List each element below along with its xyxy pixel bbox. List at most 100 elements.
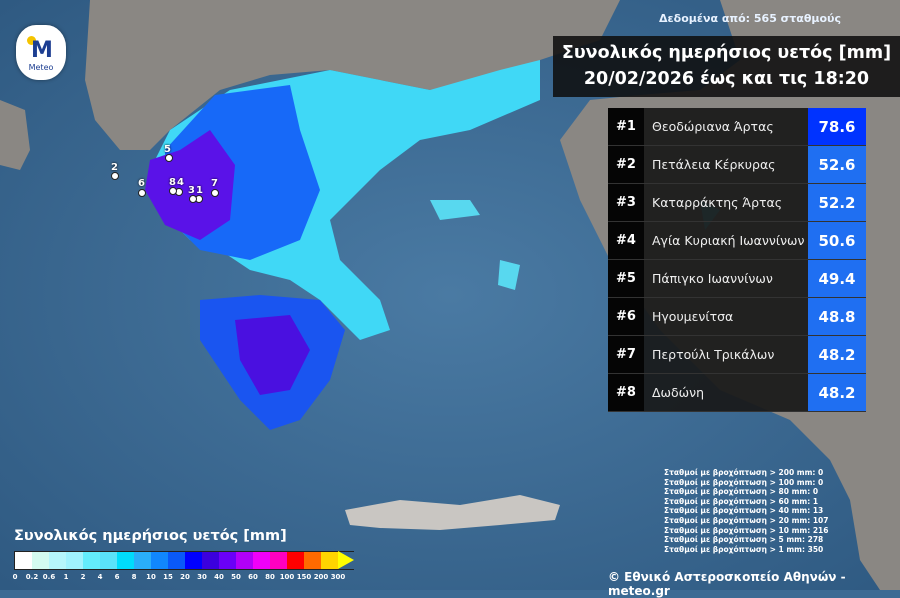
legend-tick: 150 [296, 573, 312, 581]
stat-line: Σταθμοί με βροχόπτωση > 60 mm: 1 [664, 496, 819, 506]
title-line-2: 20/02/2026 έως και τις 18:20 [583, 69, 870, 89]
legend-tick: 0.6 [42, 573, 56, 581]
station-stats: Σταθμοί με βροχόπτωση > 200 mm: 0 Σταθμοί… [664, 468, 828, 554]
station-number: 6 [138, 178, 145, 189]
legend-tick: 6 [114, 573, 120, 581]
rank-label: #2 [608, 146, 644, 183]
legend-tick: 0 [12, 573, 18, 581]
stat-line: Σταθμοί με βροχόπτωση > 100 mm: 0 [664, 477, 824, 487]
station-number: 4 [177, 177, 184, 188]
station-marker [138, 189, 146, 197]
legend-swatch [253, 552, 270, 569]
legend-tick: 30 [197, 573, 207, 581]
legend-swatch [168, 552, 185, 569]
meteo-logo: M Meteo [16, 25, 66, 80]
legend-swatch [15, 552, 32, 569]
ranking-row: #3 Καταρράκτης Άρτας 52.2 [608, 184, 866, 222]
station-name: Αγία Κυριακή Ιωαννίνων [644, 222, 808, 259]
legend-swatch [83, 552, 100, 569]
ranking-table: #1 Θεοδώριανα Άρτας 78.6 #2 Πετάλεια Κέρκυρα… [608, 108, 866, 412]
land-islands [430, 200, 720, 290]
legend-tick: 0.2 [25, 573, 39, 581]
ranking-row: #7 Περτούλι Τρικάλων 48.2 [608, 336, 866, 374]
station-name: Περτούλι Τρικάλων [644, 336, 808, 373]
legend-tick: 80 [265, 573, 275, 581]
legend-swatch [304, 552, 321, 569]
stat-line: Σταθμοί με βροχόπτωση > 80 mm: 0 [664, 487, 819, 497]
title-line-1: Συνολικός ημερήσιος υετός [mm] [561, 43, 892, 63]
legend-swatch [32, 552, 49, 569]
station-marker [165, 154, 173, 162]
legend-tick: 300 [330, 573, 346, 581]
stat-line: Σταθμοί με βροχόπτωση > 5 mm: 278 [664, 535, 824, 545]
legend-tick: 60 [248, 573, 258, 581]
station-name: Θεοδώριανα Άρτας [644, 108, 808, 145]
rank-label: #3 [608, 184, 644, 221]
legend-tick: 10 [146, 573, 156, 581]
station-name: Πάπιγκο Ιωαννίνων [644, 260, 808, 297]
legend-overflow-arrow [338, 551, 354, 569]
rank-label: #1 [608, 108, 644, 145]
logo-m-mark: M [31, 38, 53, 63]
stat-line: Σταθμοί με βροχόπτωση > 10 mm: 216 [664, 525, 829, 535]
legend-tick: 50 [231, 573, 241, 581]
legend-swatch [287, 552, 304, 569]
station-number: 1 [196, 185, 203, 196]
rank-label: #7 [608, 336, 644, 373]
legend-tick: 100 [279, 573, 295, 581]
ranking-row: #2 Πετάλεια Κέρκυρας 52.6 [608, 146, 866, 184]
legend-swatch [134, 552, 151, 569]
legend-tick: 40 [214, 573, 224, 581]
rain-value: 52.2 [808, 184, 866, 221]
ranking-row: #6 Ηγουμενίτσα 48.8 [608, 298, 866, 336]
legend-swatch [117, 552, 134, 569]
sun-icon [27, 36, 36, 45]
legend-tick: 1 [63, 573, 69, 581]
legend-swatch [49, 552, 66, 569]
rain-value: 78.6 [808, 108, 866, 145]
station-marker [211, 189, 219, 197]
land-crete [345, 495, 560, 530]
station-number: 2 [111, 162, 118, 173]
legend-swatch [151, 552, 168, 569]
stat-line: Σταθμοί με βροχόπτωση > 40 mm: 13 [664, 506, 824, 516]
legend-tick: 8 [131, 573, 137, 581]
legend-tick: 200 [313, 573, 329, 581]
stat-line: Σταθμοί με βροχόπτωση > 20 mm: 107 [664, 515, 829, 525]
legend-swatch [185, 552, 202, 569]
rank-label: #4 [608, 222, 644, 259]
station-marker [169, 187, 177, 195]
legend-swatch [321, 552, 338, 569]
station-name: Καταρράκτης Άρτας [644, 184, 808, 221]
legend-colorbar [14, 551, 354, 570]
legend-swatch [219, 552, 236, 569]
ranking-row: #1 Θεοδώριανα Άρτας 78.6 [608, 108, 866, 146]
station-number: 7 [211, 178, 218, 189]
data-source-label: Δεδομένα από: 565 σταθμούς [659, 12, 841, 25]
rank-label: #5 [608, 260, 644, 297]
rank-label: #6 [608, 298, 644, 335]
legend-title: Συνολικός ημερήσιος υετός [mm] [14, 528, 287, 544]
rain-value: 49.4 [808, 260, 866, 297]
station-number: 8 [169, 177, 176, 188]
station-marker [189, 195, 197, 203]
station-number: 3 [188, 185, 195, 196]
legend-tick: 15 [163, 573, 173, 581]
rain-value: 48.8 [808, 298, 866, 335]
stat-line: Σταθμοί με βροχόπτωση > 200 mm: 0 [664, 468, 824, 477]
rain-value: 50.6 [808, 222, 866, 259]
ranking-row: #4 Αγία Κυριακή Ιωαννίνων 50.6 [608, 222, 866, 260]
legend-swatch [100, 552, 117, 569]
legend-swatch [236, 552, 253, 569]
station-name: Δωδώνη [644, 374, 808, 411]
stat-line: Σταθμοί με βροχόπτωση > 1 mm: 350 [664, 544, 824, 554]
rain-value: 48.2 [808, 374, 866, 411]
station-name: Πετάλεια Κέρκυρας [644, 146, 808, 183]
station-name: Ηγουμενίτσα [644, 298, 808, 335]
legend-tick: 4 [97, 573, 103, 581]
station-marker [111, 172, 119, 180]
ranking-row: #8 Δωδώνη 48.2 [608, 374, 866, 412]
ranking-row: #5 Πάπιγκο Ιωαννίνων 49.4 [608, 260, 866, 298]
copyright: © Εθνικό Αστεροσκοπείο Αθηνών - meteo.gr [608, 570, 846, 598]
map-title: Συνολικός ημερήσιος υετός [mm] 20/02/202… [553, 36, 900, 97]
